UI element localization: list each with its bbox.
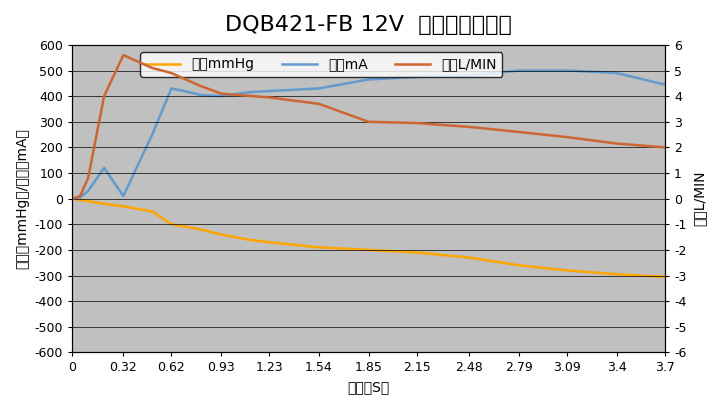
流量L/MIN bbox=[196, 83, 205, 88]
电流mA bbox=[660, 82, 669, 87]
Y-axis label: 压力（mmHg）/电流（mA）: 压力（mmHg）/电流（mA） bbox=[15, 128, 29, 269]
电流mA bbox=[148, 132, 156, 137]
电流mA bbox=[196, 92, 205, 97]
压力mmHg bbox=[244, 237, 252, 242]
电流mA bbox=[180, 89, 189, 94]
压力mmHg bbox=[660, 274, 669, 279]
流量L/MIN bbox=[84, 176, 92, 181]
压力mmHg bbox=[465, 255, 474, 260]
压力mmHg bbox=[84, 199, 92, 204]
流量L/MIN bbox=[364, 119, 373, 124]
压力mmHg bbox=[148, 209, 156, 214]
压力mmHg bbox=[119, 204, 128, 209]
电流mA bbox=[265, 89, 273, 94]
压力mmHg bbox=[68, 196, 76, 201]
压力mmHg bbox=[515, 263, 523, 268]
流量L/MIN bbox=[465, 124, 474, 129]
电流mA bbox=[68, 196, 76, 201]
压力mmHg bbox=[613, 272, 622, 277]
X-axis label: 时间（S）: 时间（S） bbox=[348, 380, 389, 394]
电流mA bbox=[613, 71, 622, 76]
流量L/MIN bbox=[660, 145, 669, 150]
流量L/MIN bbox=[148, 65, 156, 70]
压力mmHg bbox=[412, 250, 421, 255]
电流mA bbox=[84, 189, 92, 193]
电流mA bbox=[119, 193, 128, 198]
电流mA bbox=[563, 68, 572, 73]
流量L/MIN bbox=[99, 94, 108, 99]
Line: 流量L/MIN: 流量L/MIN bbox=[72, 55, 665, 199]
电流mA bbox=[465, 73, 474, 78]
电流mA bbox=[167, 86, 176, 91]
压力mmHg bbox=[167, 222, 176, 227]
压力mmHg bbox=[99, 201, 108, 206]
流量L/MIN bbox=[314, 101, 323, 106]
电流mA bbox=[99, 166, 108, 171]
电流mA bbox=[314, 86, 323, 91]
压力mmHg bbox=[196, 227, 205, 232]
流量L/MIN bbox=[167, 71, 176, 76]
压力mmHg bbox=[265, 240, 273, 245]
流量L/MIN bbox=[119, 53, 128, 58]
压力mmHg bbox=[364, 247, 373, 252]
电流mA bbox=[412, 74, 421, 79]
流量L/MIN bbox=[613, 141, 622, 146]
电流mA bbox=[217, 94, 226, 99]
电流mA bbox=[244, 90, 252, 95]
压力mmHg bbox=[76, 198, 84, 202]
Y-axis label: 流量L/MIN: 流量L/MIN bbox=[692, 171, 706, 227]
Legend: 压力mmHg, 电流mA, 流量L/MIN: 压力mmHg, 电流mA, 流量L/MIN bbox=[140, 52, 503, 77]
流量L/MIN bbox=[515, 130, 523, 135]
压力mmHg bbox=[563, 268, 572, 273]
流量L/MIN bbox=[563, 135, 572, 139]
压力mmHg bbox=[314, 245, 323, 250]
流量L/MIN bbox=[68, 196, 76, 201]
电流mA bbox=[76, 195, 84, 200]
Line: 压力mmHg: 压力mmHg bbox=[72, 199, 665, 277]
流量L/MIN bbox=[412, 121, 421, 126]
电流mA bbox=[364, 77, 373, 82]
流量L/MIN bbox=[265, 95, 273, 100]
Title: DQB421-FB 12V  性能测试曲线图: DQB421-FB 12V 性能测试曲线图 bbox=[225, 15, 512, 35]
流量L/MIN bbox=[217, 91, 226, 96]
电流mA bbox=[515, 68, 523, 73]
Line: 电流mA: 电流mA bbox=[72, 70, 665, 199]
流量L/MIN bbox=[76, 193, 84, 198]
压力mmHg bbox=[217, 232, 226, 237]
